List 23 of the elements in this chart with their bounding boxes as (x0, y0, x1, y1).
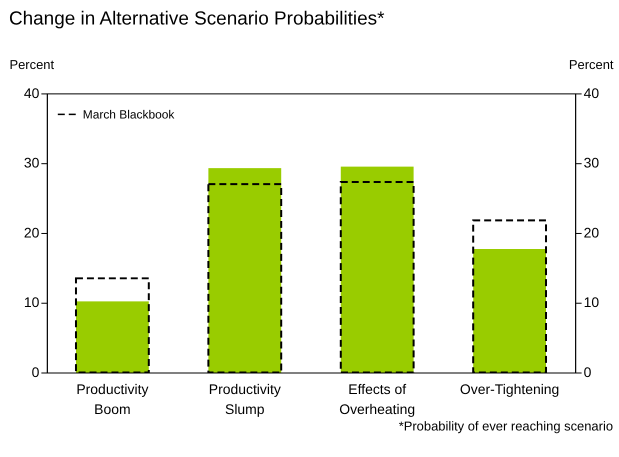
x-tick-label: Effects of Overheating (339, 380, 416, 417)
x-tick-label: Productivity Boom (76, 380, 148, 417)
y2-tick-label: 40 (584, 84, 600, 101)
y-tick-label: 20 (24, 224, 40, 240)
y2-axis-title: Percent (568, 56, 614, 72)
bar (473, 249, 546, 373)
bar (74, 277, 150, 374)
bar (76, 301, 149, 373)
y-tick-label: 40 (24, 84, 40, 101)
y2-tick-label: 0 (584, 364, 592, 380)
legend-label: March Blackbook (82, 107, 174, 122)
text: *Probability of ever reaching scenario (398, 418, 614, 434)
y-tick-label: 10 (24, 294, 40, 310)
y-tick-label: 0 (32, 364, 40, 380)
x-tick-label: Over-Tightening (460, 380, 560, 397)
y2-tick-label: 10 (584, 294, 600, 310)
y-tick-label: 30 (24, 154, 40, 171)
chart-title: Change in Alternative Scenario Probabilities* (8, 8, 386, 30)
y2-tick-label: 20 (584, 224, 600, 240)
bar (472, 219, 548, 374)
y-axis-title: Percent (9, 56, 54, 72)
y2-tick-label: 30 (584, 154, 600, 171)
x-tick-label: Productivity Slump (208, 380, 281, 417)
